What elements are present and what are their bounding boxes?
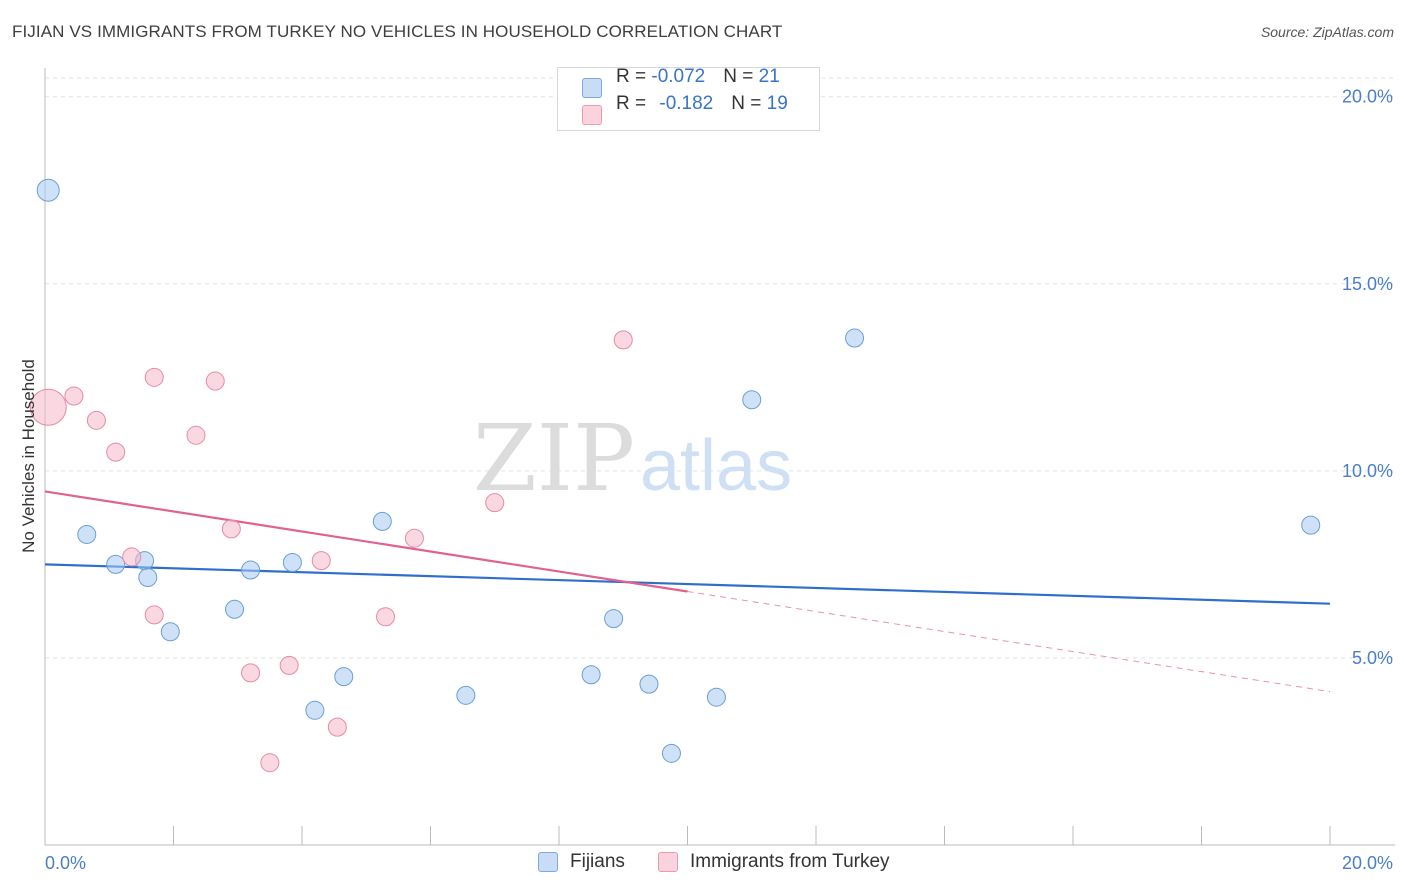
data-points (29, 178, 1321, 773)
turkey-point (260, 753, 280, 773)
fijians-point (225, 599, 245, 619)
turkey-point (485, 493, 505, 513)
fijians-point (1301, 515, 1321, 535)
turkey-point (144, 605, 164, 625)
turkey-point (86, 410, 106, 430)
fijians-point (282, 553, 302, 573)
x-tick-labels: 0.0% 20.0% (45, 853, 1393, 873)
turkey-point (221, 519, 241, 539)
fijians-point (305, 700, 325, 720)
watermark: ZIP atlas (473, 405, 792, 512)
turkey-trend-line (44, 490, 688, 593)
fijians-point (604, 609, 624, 629)
stats-r-value: -0.072 (651, 66, 706, 87)
fijians-point (138, 567, 158, 587)
chart-title: FIJIAN VS IMMIGRANTS FROM TURKEY NO VEHI… (12, 22, 783, 41)
trend-lines (44, 490, 1331, 693)
fijians-point (372, 511, 392, 531)
turkey-point (122, 547, 142, 567)
x-tick-label: 0.0% (45, 853, 86, 873)
fijians-point (334, 667, 354, 687)
stats-swatch-turkey (582, 105, 602, 125)
turkey-point (186, 425, 206, 445)
stats-r-value: -0.182 (659, 93, 714, 114)
x-tick-label: 20.0% (1342, 853, 1393, 873)
legend-swatch-fijians (538, 852, 558, 872)
fijians-point (661, 743, 681, 763)
fijians-point (456, 685, 476, 705)
fijians-point (581, 665, 601, 685)
stats-swatch-fijians (582, 78, 602, 98)
legend-item-fijians[interactable]: Fijians (538, 851, 625, 873)
stats-r-label: R = (616, 93, 652, 114)
source-credit: Source: ZipAtlas.com (1260, 24, 1394, 40)
legend-label-fijians: Fijians (570, 851, 625, 872)
stats-n-label: N = (723, 66, 759, 87)
turkey-trend-line-extension (687, 591, 1331, 693)
turkey-point (29, 388, 67, 426)
legend-label-turkey: Immigrants from Turkey (690, 851, 890, 872)
watermark-atlas: atlas (640, 426, 792, 506)
fijians-point (241, 560, 261, 580)
fijians-trend-line (44, 563, 1331, 605)
y-tick-label: 10.0% (1342, 461, 1393, 481)
stats-n-label: N = (731, 93, 767, 114)
fijians-point (36, 178, 60, 202)
stats-n-value: 19 (766, 93, 788, 114)
fijians-point (742, 390, 762, 410)
bottom-legend: Fijians Immigrants from Turkey (0, 851, 1406, 879)
turkey-point (376, 607, 396, 627)
turkey-point (404, 528, 424, 548)
turkey-point (64, 386, 84, 406)
y-tick-label: 15.0% (1342, 274, 1393, 294)
fijians-point (706, 687, 726, 707)
stats-r-label: R = (616, 66, 652, 87)
turkey-point (311, 551, 331, 571)
y-tick-label: 20.0% (1342, 87, 1393, 107)
fijians-point (845, 328, 865, 348)
fijians-point (160, 622, 180, 642)
stats-n-value: 21 (758, 66, 780, 87)
turkey-point (106, 442, 126, 462)
turkey-point (205, 371, 225, 391)
legend-item-turkey[interactable]: Immigrants from Turkey (658, 851, 890, 873)
fijians-point (106, 554, 126, 574)
watermark-zip: ZIP (473, 405, 635, 512)
legend-swatch-turkey (658, 852, 678, 872)
turkey-point (279, 655, 299, 675)
turkey-point (144, 367, 164, 387)
y-tick-label: 5.0% (1352, 648, 1393, 668)
fijians-point (639, 674, 659, 694)
stats-legend: R = -0.072 N = 21 R = -0.182 N = 19 (557, 66, 820, 131)
y-axis-label: No Vehicles in Household (19, 359, 38, 553)
fijians-point (77, 524, 97, 544)
turkey-point (613, 330, 633, 350)
turkey-point (327, 717, 347, 737)
turkey-point (241, 663, 261, 683)
y-tick-labels: 5.0% 10.0% 15.0% 20.0% (1342, 87, 1393, 668)
